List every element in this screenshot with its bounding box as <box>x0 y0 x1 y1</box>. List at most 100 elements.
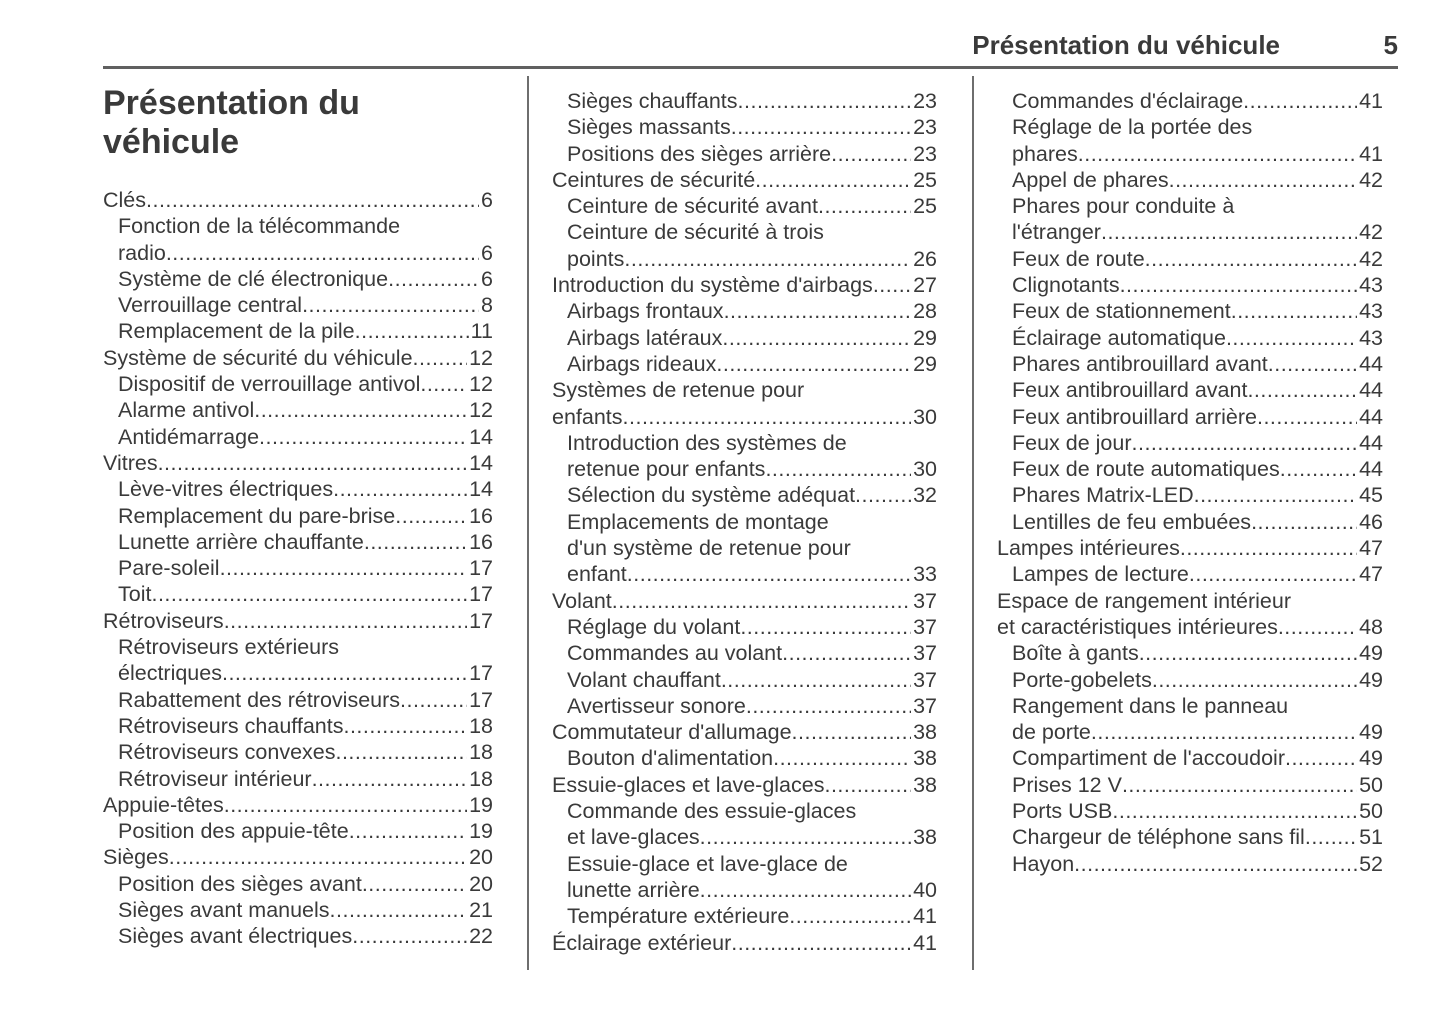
toc-page-number: 45 <box>1359 483 1383 508</box>
toc-page-number: 43 <box>1359 325 1383 350</box>
toc-page-number: 19 <box>469 819 493 844</box>
toc-entry-title: Remplacement de la pile <box>118 319 355 344</box>
toc-entry: Lève-vitres électriques 14 <box>103 476 493 502</box>
toc-dot-leader <box>831 141 911 167</box>
toc-entry-line: retenue pour enfants 30 <box>567 456 937 482</box>
toc-entry: Essuie-glaces et lave-glaces 38 <box>552 772 937 798</box>
toc-column-2: Sièges chauffants23Sièges massants23Posi… <box>552 88 937 956</box>
toc-entry-title: enfant <box>567 562 627 587</box>
toc-entry-line: Bouton d'alimentation 38 <box>567 745 937 771</box>
toc-page-number: 38 <box>913 825 937 850</box>
toc-entry: Phares antibrouillard avant 44 <box>997 351 1383 377</box>
toc-page-number: 14 <box>469 477 493 502</box>
toc-entry-title: électriques <box>118 661 222 686</box>
toc-entry-line: Antidémarrage 14 <box>118 424 493 450</box>
toc-entry-line: Chargeur de téléphone sans fil 51 <box>1012 824 1383 850</box>
toc-page-number: 23 <box>913 141 937 166</box>
toc-entry: Introduction des systèmes de retenue pour… <box>552 430 937 483</box>
toc-entry-title: et lave-glaces <box>567 825 700 850</box>
toc-entry-line: Boîte à gants 49 <box>1012 640 1383 666</box>
toc-entry-title: Lentilles de feu embuées <box>1012 509 1252 534</box>
toc-page-number: 17 <box>469 582 493 607</box>
toc-dot-leader <box>1091 719 1357 745</box>
toc-page-number: 17 <box>469 661 493 686</box>
toc-entry-line: Porte-gobelets 49 <box>1012 667 1383 693</box>
toc-entry: Compartiment de l'accoudoir 49 <box>997 745 1383 771</box>
toc-entry-title: Compartiment de l'accoudoir <box>1012 746 1285 771</box>
toc-entry-title: Essuie-glace et lave-glace de <box>567 851 848 876</box>
toc-entry-line: enfants 30 <box>552 404 937 430</box>
toc-dot-leader <box>855 482 911 508</box>
toc-entry: Antidémarrage 14 <box>103 424 493 450</box>
toc-entry-title: Espace de rangement intérieur <box>997 588 1292 613</box>
toc-entry: Sièges avant manuels 21 <box>103 897 493 923</box>
toc-entry-line: et lave-glaces 38 <box>567 824 937 850</box>
toc-dot-leader <box>222 660 467 686</box>
toc-entry-title: Vitres <box>103 450 158 475</box>
toc-page-number: 49 <box>1359 746 1383 771</box>
toc-dot-leader <box>818 193 911 219</box>
toc-list: Sièges chauffants23Sièges massants23Posi… <box>552 88 937 956</box>
toc-entry-title: Ceinture de sécurité avant <box>567 194 818 219</box>
toc-page-number: 44 <box>1359 351 1383 376</box>
toc-entry: Boîte à gants 49 <box>997 640 1383 666</box>
toc-entry-title: Porte-gobelets <box>1012 667 1152 692</box>
toc-entry-title: Rangement dans le panneau <box>1012 693 1289 718</box>
toc-entry-title: Volant chauffant <box>567 667 721 692</box>
toc-entry-line: Lève-vitres électriques 14 <box>118 476 493 502</box>
toc-entry-title: Sièges <box>103 845 169 870</box>
toc-entry: Rétroviseurs 17 <box>103 608 493 634</box>
toc-entry-title: Airbags rideaux <box>567 351 717 376</box>
toc-dot-leader <box>1280 456 1357 482</box>
toc-page-number: 46 <box>1359 509 1383 534</box>
toc-page-number: 11 <box>470 319 493 344</box>
toc-entry-line: Sièges avant manuels 21 <box>118 897 493 923</box>
toc-entry-title: enfants <box>552 404 623 429</box>
toc-page-number: 37 <box>913 614 937 639</box>
header-chapter-title: Présentation du véhicule <box>972 30 1280 60</box>
toc-dot-leader <box>1152 667 1357 693</box>
toc-entry-title: retenue pour enfants <box>567 457 766 482</box>
toc-list: Clés6Fonction de la télécommanderadio6Sy… <box>103 187 493 950</box>
toc-entry-line: Sièges 20 <box>103 844 493 870</box>
toc-entry-line: enfant 33 <box>567 561 937 587</box>
toc-entry-line: Feux de route automatiques 44 <box>1012 456 1383 482</box>
toc-entry-line: Emplacements de montage <box>567 509 937 535</box>
toc-page-number: 41 <box>913 930 937 955</box>
toc-entry-title: Feux de jour <box>1012 430 1132 455</box>
toc-entry-line: Phares pour conduite à <box>1012 193 1383 219</box>
toc-entry-line: Dispositif de verrouillage antivol 12 <box>118 371 493 397</box>
toc-entry: Rétroviseur intérieur 18 <box>103 766 493 792</box>
toc-entry-line: Espace de rangement intérieur <box>997 588 1383 614</box>
toc-entry-line: Phares antibrouillard avant 44 <box>1012 351 1383 377</box>
toc-entry-line: Essuie-glaces et lave-glaces 38 <box>552 772 937 798</box>
toc-entry-line: Rétroviseurs extérieurs <box>118 634 493 660</box>
header-rule <box>103 66 1398 69</box>
toc-page-number: 22 <box>469 924 493 949</box>
toc-entry-line: Appuie-têtes 19 <box>103 792 493 818</box>
toc-entry-line: Réglage du volant 37 <box>567 614 937 640</box>
toc-entry-line: Volant 37 <box>552 588 937 614</box>
toc-entry-line: Réglage de la portée des <box>1012 114 1383 140</box>
toc-entry-line: Lampes intérieures 47 <box>997 535 1383 561</box>
toc-entry-line: Vitres 14 <box>103 450 493 476</box>
toc-entry-title: Ceinture de sécurité à trois <box>567 220 824 245</box>
toc-page-number: 20 <box>469 871 493 896</box>
toc-dot-leader <box>1189 561 1357 587</box>
toc-entry-title: Toit <box>118 582 152 607</box>
toc-entry: Prises 12 V 50 <box>997 772 1383 798</box>
toc-page-number: 49 <box>1359 641 1383 666</box>
toc-dot-leader <box>1231 298 1357 324</box>
page-header: Présentation du véhicule 5 <box>103 30 1398 61</box>
toc-entry-line: Sièges chauffants 23 <box>567 88 937 114</box>
toc-entry-title: Lève-vitres électriques <box>118 477 334 502</box>
toc-entry-line: Système de clé électronique 6 <box>118 266 493 292</box>
toc-entry-line: Avertisseur sonore 37 <box>567 693 937 719</box>
toc-entry: Température extérieure 41 <box>552 903 937 929</box>
toc-page-number: 48 <box>1359 614 1383 639</box>
toc-entry: Rétroviseurs convexes 18 <box>103 739 493 765</box>
toc-entry-line: Sélection du système adéquat 32 <box>567 482 937 508</box>
toc-entry-title: Prises 12 V <box>1012 772 1122 797</box>
toc-page-number: 37 <box>913 667 937 692</box>
toc-entry: Avertisseur sonore 37 <box>552 693 937 719</box>
